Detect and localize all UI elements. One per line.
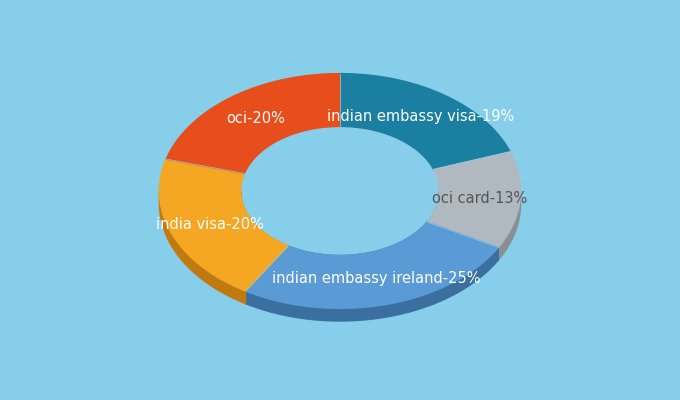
Polygon shape <box>245 222 498 308</box>
Polygon shape <box>245 248 498 321</box>
Text: india visa-20%: india visa-20% <box>156 216 264 232</box>
Polygon shape <box>498 191 521 260</box>
Polygon shape <box>340 74 510 170</box>
Text: oci-20%: oci-20% <box>226 111 285 126</box>
Polygon shape <box>159 159 288 291</box>
Polygon shape <box>288 222 427 268</box>
Text: indian embassy ireland-25%: indian embassy ireland-25% <box>271 271 480 286</box>
Text: indian embassy visa-19%: indian embassy visa-19% <box>327 109 514 124</box>
Polygon shape <box>159 191 245 304</box>
Polygon shape <box>166 74 340 174</box>
Polygon shape <box>427 152 521 248</box>
Polygon shape <box>427 191 439 235</box>
Text: oci card-13%: oci card-13% <box>432 191 527 206</box>
Polygon shape <box>241 191 288 259</box>
